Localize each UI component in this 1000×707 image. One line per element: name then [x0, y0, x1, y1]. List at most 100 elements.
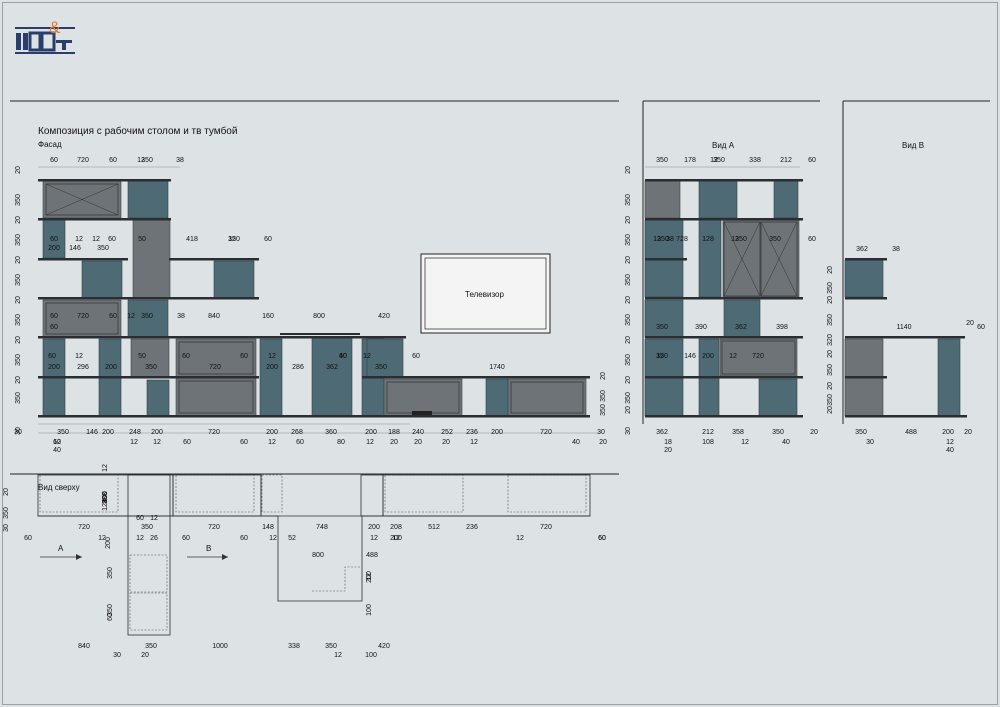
dimension-label: 338: [749, 157, 761, 164]
facade-panel: [127, 180, 169, 219]
dimension-label: 728: [676, 236, 688, 243]
dimension-label: 30: [625, 427, 632, 435]
dimension-label: 350: [656, 353, 668, 360]
dimension-label: 286: [292, 364, 304, 371]
dimension-label: 200: [48, 245, 60, 252]
dimension-label: 488: [366, 552, 378, 559]
dimension-label: 350: [97, 245, 109, 252]
dimension-label: 350: [107, 604, 114, 616]
top-view-drawing: A B: [37, 474, 591, 636]
dimension-label: 20: [827, 382, 834, 390]
dimension-label: 60: [598, 535, 606, 542]
dimension-label: 12: [130, 439, 138, 446]
dimension-label: 420: [378, 643, 390, 650]
dimension-label: 248: [129, 429, 141, 436]
dimension-label: 20: [664, 447, 672, 454]
dimension-label: 350: [855, 429, 867, 436]
dimension-label: 60: [50, 236, 58, 243]
dimension-label: 12: [269, 535, 277, 542]
dimension-label: 720: [77, 157, 89, 164]
dimension-label: 20: [827, 350, 834, 358]
dimension-label: 108: [702, 439, 714, 446]
dimension-label: 40: [782, 439, 790, 446]
dimension-label: 40: [53, 447, 61, 454]
dimension-label: 350: [625, 274, 632, 286]
dimension-label: 50: [138, 353, 146, 360]
dimension-label: 38: [892, 246, 900, 253]
dimension-label: 148: [262, 524, 274, 531]
dimension-label: 350: [145, 364, 157, 371]
facade-panel: [259, 338, 283, 417]
brand-logo: &: [15, 18, 75, 54]
view-a-panel: [698, 219, 722, 298]
view-b-drawing: [844, 258, 967, 418]
dimension-label: 40: [339, 353, 347, 360]
dimension-label: 60: [108, 236, 116, 243]
dimension-label: 60: [182, 353, 190, 360]
dimension-label: 200: [365, 429, 377, 436]
dimension-label: 720: [540, 429, 552, 436]
dimension-label: 362: [856, 246, 868, 253]
dimension-label: 20: [15, 376, 22, 384]
dimension-label: 60: [50, 313, 58, 320]
facade-panel: [311, 336, 353, 417]
dimension-label: 20: [141, 652, 149, 659]
dimension-label: 350: [735, 236, 747, 243]
dimension-label: 20: [15, 166, 22, 174]
dimension-label: 350: [657, 236, 669, 243]
view-a-title: Вид А: [712, 141, 735, 150]
dimension-label: 200: [266, 364, 278, 371]
dimension-label: 350: [625, 194, 632, 206]
dimension-label: 20: [390, 439, 398, 446]
dimension-label: 418: [186, 236, 198, 243]
dimension-label: 60: [182, 535, 190, 542]
dimension-label: 350: [15, 314, 22, 326]
dimension-label: 350: [141, 524, 153, 531]
facade-panel: [81, 260, 123, 299]
arrow-b-label: B: [206, 544, 211, 553]
dimension-label: 268: [291, 429, 303, 436]
dimension-label: 60: [109, 313, 117, 320]
dimension-label: 200: [942, 429, 954, 436]
dimension-label: 350: [827, 394, 834, 406]
dimension-label: 400: [102, 491, 109, 503]
dimension-label: 12: [92, 236, 100, 243]
dimension-label: 358: [732, 429, 744, 436]
dimension-label: 160: [262, 313, 274, 320]
dimension-label: 420: [378, 313, 390, 320]
dimension-label: 60: [183, 439, 191, 446]
dimension-label: 252: [441, 429, 453, 436]
dimension-label: 350: [625, 392, 632, 404]
dimension-label: 20: [600, 372, 607, 380]
dimension-label: 20: [15, 296, 22, 304]
dimension-label: 146: [69, 245, 81, 252]
dimension-label: 60: [412, 353, 420, 360]
dimension-label: 350: [15, 234, 22, 246]
dimension-label: 320: [827, 334, 834, 346]
dimension-label: 20: [15, 336, 22, 344]
dimension-label: 12: [366, 573, 373, 581]
dimension-label: 12: [710, 157, 718, 164]
facade-panel: [132, 219, 171, 299]
dimension-label: 800: [312, 552, 324, 559]
dimension-label: 350: [57, 429, 69, 436]
dimension-label: 20: [599, 439, 607, 446]
dimension-label: 236: [466, 524, 478, 531]
dimension-label: 60: [50, 324, 58, 331]
dimension-label: 146: [684, 353, 696, 360]
dimension-label: 362: [326, 364, 338, 371]
dimension-label: 80: [337, 439, 345, 446]
dimension-label: 350: [375, 364, 387, 371]
dimension-label: 60: [48, 353, 56, 360]
dimension-label: 350: [15, 354, 22, 366]
dimension-label: 240: [412, 429, 424, 436]
dimension-label: 350: [769, 236, 781, 243]
dimension-label: 12: [334, 652, 342, 659]
facade-panel: [127, 299, 169, 338]
dimension-label: 20: [15, 216, 22, 224]
view-a-panel: [773, 180, 799, 219]
dimension-label: 840: [208, 313, 220, 320]
dimension-label: 350: [625, 314, 632, 326]
dimension-label: 512: [428, 524, 440, 531]
